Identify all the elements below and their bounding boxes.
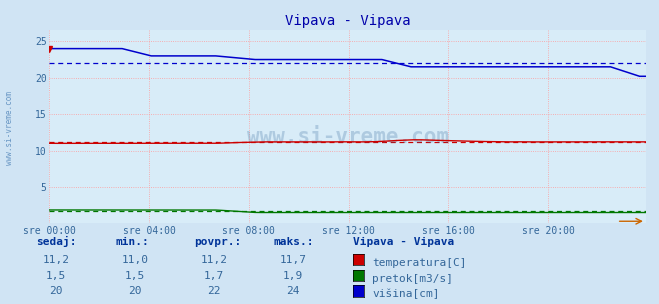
Text: 1,9: 1,9 bbox=[283, 271, 303, 281]
Text: 11,0: 11,0 bbox=[122, 255, 148, 265]
Text: 24: 24 bbox=[287, 286, 300, 296]
Text: 1,7: 1,7 bbox=[204, 271, 224, 281]
Text: Vipava - Vipava: Vipava - Vipava bbox=[353, 237, 454, 247]
Text: pretok[m3/s]: pretok[m3/s] bbox=[372, 274, 453, 284]
Text: 11,2: 11,2 bbox=[43, 255, 69, 265]
Text: min.:: min.: bbox=[115, 237, 149, 247]
Text: 11,7: 11,7 bbox=[280, 255, 306, 265]
Title: Vipava - Vipava: Vipava - Vipava bbox=[285, 14, 411, 28]
Text: 20: 20 bbox=[49, 286, 63, 296]
Text: 1,5: 1,5 bbox=[125, 271, 145, 281]
Text: sedaj:: sedaj: bbox=[36, 236, 76, 247]
Text: www.si-vreme.com: www.si-vreme.com bbox=[246, 126, 449, 147]
Text: povpr.:: povpr.: bbox=[194, 237, 242, 247]
Text: 22: 22 bbox=[208, 286, 221, 296]
Text: 11,2: 11,2 bbox=[201, 255, 227, 265]
Text: 1,5: 1,5 bbox=[46, 271, 66, 281]
Text: višina[cm]: višina[cm] bbox=[372, 289, 440, 299]
Text: temperatura[C]: temperatura[C] bbox=[372, 258, 467, 268]
Text: 20: 20 bbox=[129, 286, 142, 296]
Text: maks.:: maks.: bbox=[273, 237, 314, 247]
Text: www.si-vreme.com: www.si-vreme.com bbox=[5, 91, 14, 165]
